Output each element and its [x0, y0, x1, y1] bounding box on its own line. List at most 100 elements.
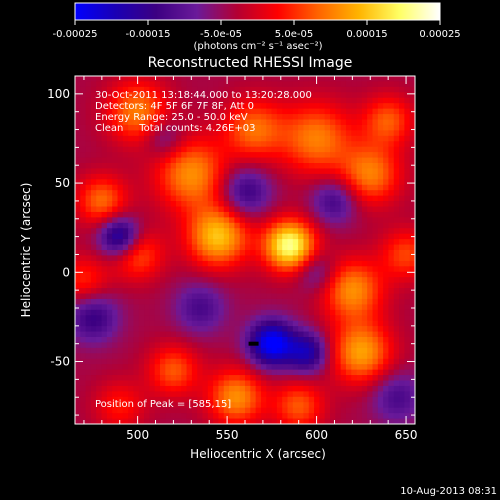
heatmap-cell: [112, 282, 118, 289]
heatmap-cell: [404, 402, 411, 409]
heatmap-cell: [393, 309, 400, 316]
heatmap-cell: [101, 146, 108, 153]
heatmap-cell: [138, 141, 145, 148]
heatmap-cell: [245, 228, 251, 235]
heatmap-cell: [165, 396, 172, 403]
heatmap-cell: [308, 168, 315, 175]
heatmap-cell: [149, 369, 156, 376]
heatmap-cell: [399, 173, 405, 180]
heatmap-cell: [197, 277, 203, 284]
heatmap-cell: [393, 260, 400, 267]
heatmap-cell: [207, 124, 214, 131]
heatmap-cell: [340, 391, 347, 398]
heatmap-cell: [191, 168, 198, 175]
heatmap-cell: [303, 114, 310, 120]
heatmap-cell: [181, 233, 187, 240]
heatmap-cell: [356, 92, 363, 99]
heatmap-cell: [186, 146, 193, 153]
heatmap-cell: [335, 228, 342, 235]
heatmap-cell: [149, 282, 156, 289]
heatmap-cell: [144, 293, 150, 300]
heatmap-cell: [250, 255, 257, 262]
heatmap-cell: [356, 309, 363, 316]
heatmap-cell: [117, 184, 124, 191]
heatmap-cell: [175, 233, 182, 240]
heatmap-cell: [377, 124, 384, 131]
heatmap-cell: [266, 184, 272, 191]
heatmap-cell: [276, 179, 283, 186]
heatmap-cell: [361, 369, 368, 376]
heatmap-cell: [271, 337, 278, 343]
heatmap-cell: [287, 293, 294, 300]
heatmap-cell: [223, 337, 230, 343]
heatmap-cell: [388, 195, 395, 202]
heatmap-cell: [165, 103, 172, 110]
heatmap-cell: [202, 309, 209, 316]
heatmap-cell: [292, 347, 299, 354]
heatmap-cell: [186, 337, 193, 343]
heatmap-cell: [356, 141, 363, 148]
heatmap-cell: [372, 195, 379, 202]
heatmap-cell: [298, 255, 304, 262]
heatmap-cell: [388, 163, 395, 169]
heatmap-cell: [90, 320, 97, 327]
heatmap-cell: [250, 385, 257, 392]
heatmap-cell: [335, 168, 342, 175]
heatmap-cell: [245, 418, 251, 424]
heatmap-cell: [377, 211, 384, 218]
heatmap-cell: [319, 288, 326, 294]
heatmap-cell: [186, 76, 193, 82]
heatmap-cell: [207, 152, 214, 158]
heatmap-cell: [250, 179, 257, 186]
heatmap-cell: [409, 76, 415, 82]
heatmap-cell: [101, 331, 108, 338]
heatmap-cell: [85, 282, 92, 289]
heatmap-cell: [80, 86, 87, 93]
heatmap-cell: [223, 277, 230, 284]
heatmap-cell: [202, 97, 209, 104]
heatmap-cell: [229, 92, 235, 99]
heatmap-cell: [377, 92, 384, 99]
heatmap-cell: [144, 81, 150, 88]
heatmap-cell: [303, 168, 310, 175]
heatmap-cell: [144, 195, 150, 202]
heatmap-cell: [404, 413, 411, 419]
heatmap-cell: [330, 239, 336, 245]
heatmap-cell: [160, 179, 166, 186]
heatmap-cell: [80, 413, 87, 419]
heatmap-cell: [324, 114, 331, 120]
heatmap-cell: [377, 250, 384, 256]
heatmap-cell: [218, 168, 225, 175]
heatmap-cell: [223, 331, 230, 338]
heatmap-cell: [106, 233, 113, 240]
heatmap-cell: [165, 369, 172, 376]
heatmap-cell: [298, 141, 304, 148]
heatmap-cell: [117, 135, 124, 142]
heatmap-cell: [404, 157, 411, 164]
heatmap-cell: [197, 163, 203, 169]
heatmap-cell: [170, 315, 177, 322]
heatmap-cell: [298, 76, 304, 82]
heatmap-cell: [271, 418, 278, 424]
heatmap-cell: [80, 385, 87, 392]
heatmap-cell: [245, 81, 251, 88]
heatmap-cell: [213, 201, 219, 207]
heatmap-cell: [260, 315, 267, 322]
heatmap-cell: [266, 86, 272, 93]
heatmap-cell: [361, 293, 368, 300]
heatmap-cell: [319, 342, 326, 349]
heatmap-cell: [154, 326, 161, 332]
heatmap-cell: [372, 184, 379, 191]
heatmap-cell: [85, 353, 92, 360]
heatmap-cell: [404, 353, 411, 360]
heatmap-cell: [165, 364, 172, 371]
heatmap-cell: [351, 190, 357, 197]
heatmap-cell: [335, 190, 342, 197]
heatmap-cell: [154, 358, 161, 365]
heatmap-cell: [75, 168, 81, 175]
heatmap-cell: [112, 233, 118, 240]
heatmap-cell: [85, 211, 92, 218]
heatmap-cell: [393, 152, 400, 158]
heatmap-cell: [271, 347, 278, 354]
heatmap-cell: [223, 179, 230, 186]
